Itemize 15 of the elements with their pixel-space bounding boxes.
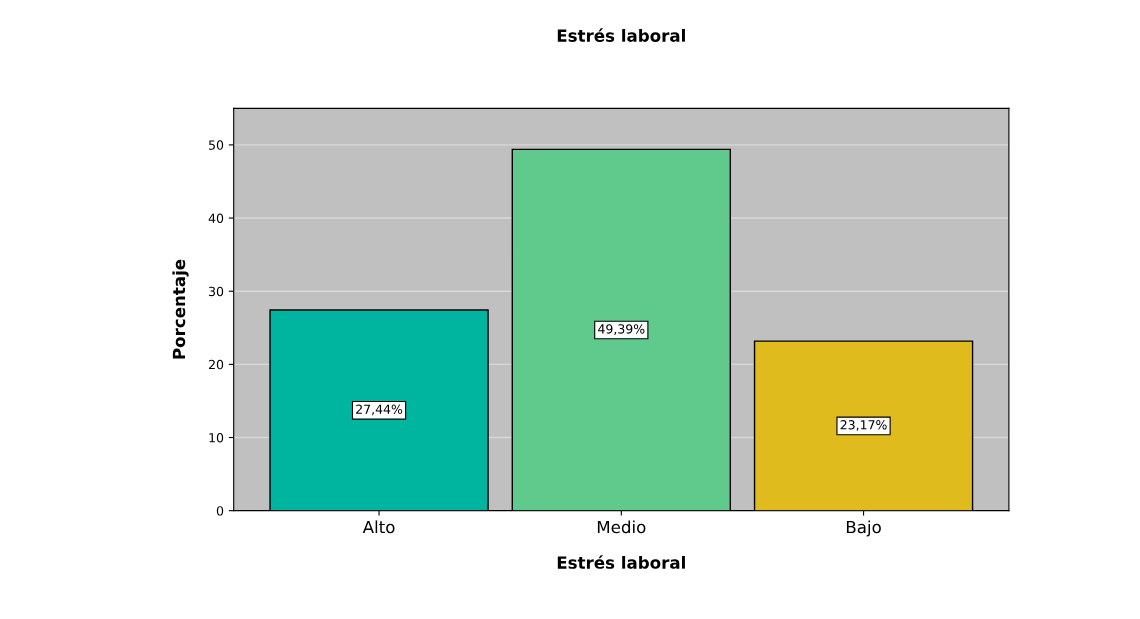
x-tick-label: Medio xyxy=(597,520,646,534)
y-tick-label: 0 xyxy=(216,506,224,516)
x-axis-title: Estrés laboral xyxy=(557,555,685,569)
y-tick-label: 30 xyxy=(209,286,224,297)
y-tick-label: 10 xyxy=(209,432,224,443)
data-label: 23,17% xyxy=(840,420,887,431)
y-tick-label: 20 xyxy=(208,359,224,370)
y-tick-label: 50 xyxy=(209,140,224,150)
data-label: 49,39% xyxy=(598,324,645,335)
y-tick-label: 40 xyxy=(208,213,224,223)
chart-title: Estrés laboral xyxy=(557,28,685,42)
y-axis-title: Porcentaje xyxy=(172,259,189,359)
x-tick-label: Bajo xyxy=(846,520,881,537)
x-tick-label: Alto xyxy=(362,520,395,534)
data-label: 27,44% xyxy=(356,404,403,416)
